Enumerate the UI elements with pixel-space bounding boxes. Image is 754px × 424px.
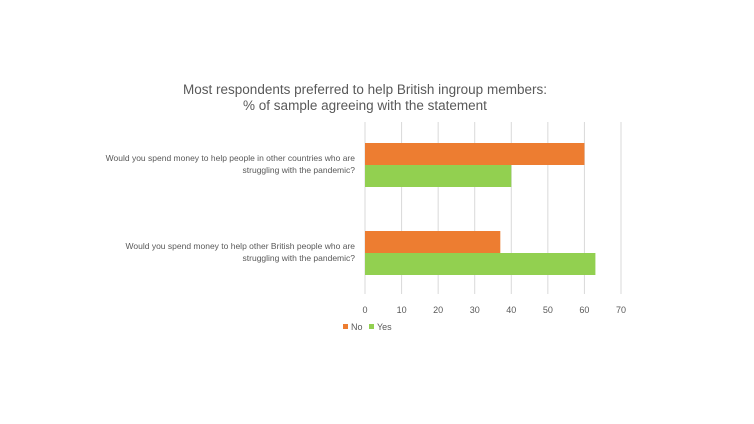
bar-no-category-1 <box>365 143 585 165</box>
category-label-2-line-2: struggling with the pandemic? <box>243 253 356 263</box>
chart-title-line-1: Most respondents preferred to help Briti… <box>183 82 547 97</box>
category-label-2-line-1: Would you spend money to help other Brit… <box>126 241 356 251</box>
category-label-1-line-1: Would you spend money to help people in … <box>106 153 356 163</box>
x-tick-label-10: 10 <box>397 305 407 315</box>
legend-swatch-no <box>343 324 348 329</box>
x-tick-label-0: 0 <box>362 305 367 315</box>
bar-no-category-2 <box>365 231 501 253</box>
x-tick-label-50: 50 <box>543 305 553 315</box>
x-tick-label-40: 40 <box>506 305 516 315</box>
bars <box>365 143 596 275</box>
category-label-1-line-2: struggling with the pandemic? <box>243 165 356 175</box>
x-tick-label-60: 60 <box>579 305 589 315</box>
legend-label-yes: Yes <box>377 322 392 332</box>
chart-title: Most respondents preferred to help Briti… <box>183 82 547 113</box>
x-tick-label-20: 20 <box>433 305 443 315</box>
legend-swatch-yes <box>369 324 374 329</box>
bar-yes-category-1 <box>365 165 512 187</box>
x-tick-label-70: 70 <box>616 305 626 315</box>
x-tick-label-30: 30 <box>470 305 480 315</box>
category-labels: Would you spend money to help people in … <box>106 153 356 263</box>
bar-yes-category-2 <box>365 253 596 275</box>
x-axis-ticks: 0 10 20 30 40 50 60 70 <box>362 305 626 315</box>
legend-label-no: No <box>351 322 363 332</box>
chart-title-line-2: % of sample agreeing with the statement <box>243 98 487 113</box>
legend: No Yes <box>343 322 392 332</box>
